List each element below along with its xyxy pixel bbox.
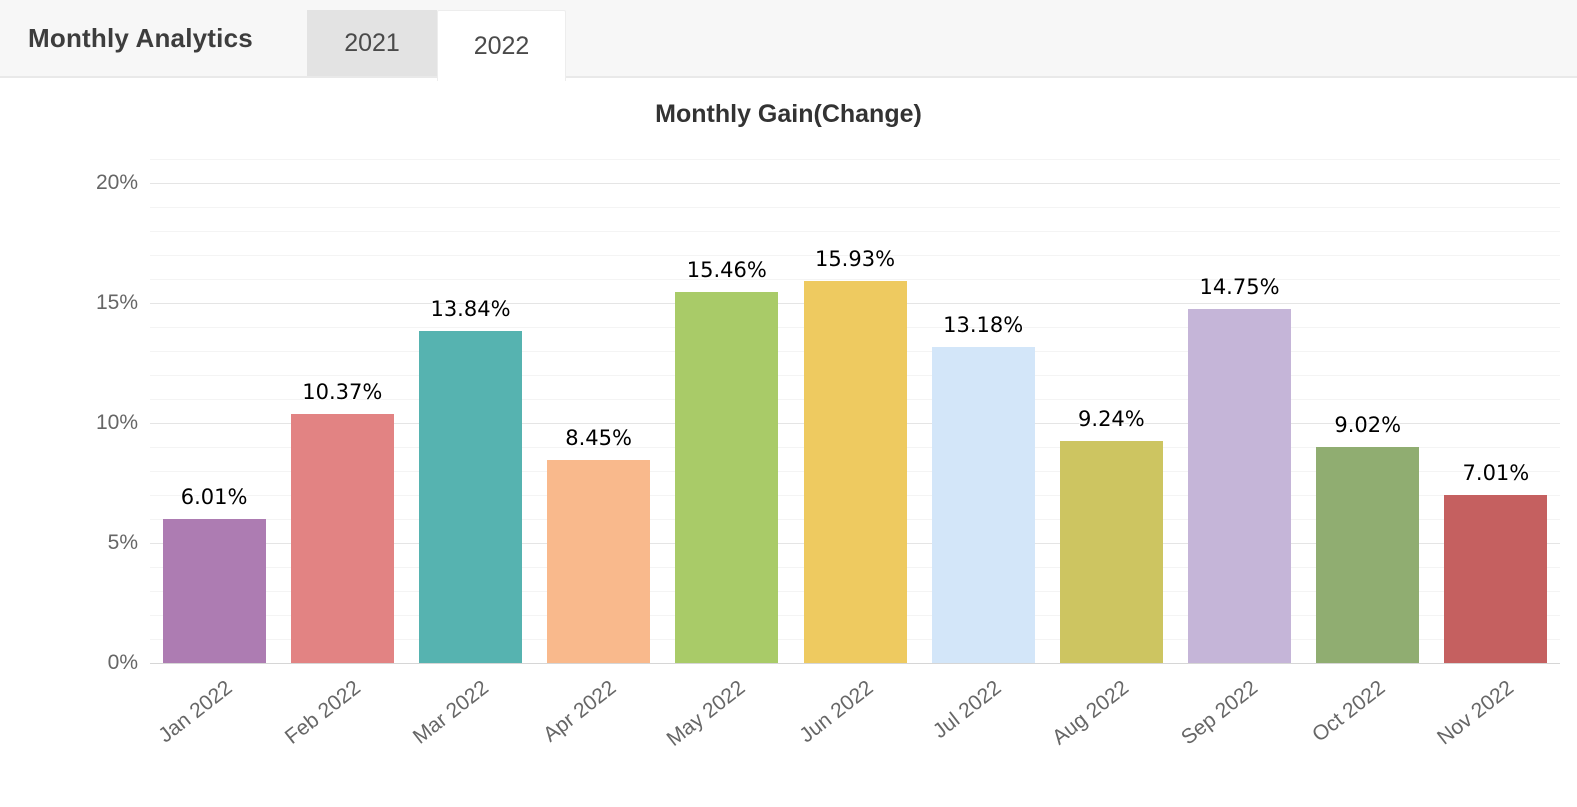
x-axis-label-apr-2022: Apr 2022 xyxy=(539,676,621,747)
bar-value-label-oct-2022: 9.02% xyxy=(1334,412,1402,437)
page-title: Monthly Analytics xyxy=(28,22,253,53)
x-axis-label-jul-2022: Jul 2022 xyxy=(928,676,1006,744)
bar-sep-2022[interactable] xyxy=(1188,309,1291,663)
gridline-minor-21pct xyxy=(150,159,1560,160)
bar-feb-2022[interactable] xyxy=(290,414,394,663)
x-axis-label-feb-2022: Feb 2022 xyxy=(280,676,365,749)
bar-aug-2022[interactable] xyxy=(1059,441,1163,663)
y-axis-label-15pct: 15% xyxy=(95,291,138,314)
y-axis-label-10pct: 10% xyxy=(95,411,138,434)
bar-value-label-aug-2022: 9.24% xyxy=(1078,407,1145,432)
x-axis-label-jun-2022: Jun 2022 xyxy=(794,676,878,748)
x-axis-label-oct-2022: Oct 2022 xyxy=(1308,676,1390,747)
bar-value-label-jun-2022: 15.93% xyxy=(814,246,896,271)
bar-value-label-sep-2022: 14.75% xyxy=(1199,275,1280,299)
x-axis-label-nov-2022: Nov 2022 xyxy=(1433,676,1519,750)
bar-may-2022[interactable] xyxy=(675,292,779,663)
x-axis-line xyxy=(150,663,1560,664)
gridline-minor-19pct xyxy=(150,207,1560,208)
x-axis-label-jan-2022: Jan 2022 xyxy=(154,676,237,748)
bar-value-label-jan-2022: 6.01% xyxy=(180,484,248,509)
x-axis-label-may-2022: May 2022 xyxy=(662,676,749,751)
chart-title: Monthly Gain(Change) xyxy=(655,100,922,128)
y-axis-label-0pct: 0% xyxy=(107,651,138,674)
bar-jul-2022[interactable] xyxy=(931,346,1035,663)
bar-value-label-mar-2022: 13.84% xyxy=(430,296,511,321)
bar-apr-2022[interactable] xyxy=(547,460,651,663)
tab-2022[interactable]: 2022 xyxy=(437,10,566,81)
y-axis-label-20pct: 20% xyxy=(95,171,138,194)
y-axis-label-5pct: 5% xyxy=(107,531,138,554)
gridline-minor-18pct xyxy=(150,231,1560,232)
bar-value-label-feb-2022: 10.37% xyxy=(302,380,383,405)
bar-jun-2022[interactable] xyxy=(803,280,907,663)
x-axis-label-aug-2022: Aug 2022 xyxy=(1048,676,1134,750)
bar-nov-2022[interactable] xyxy=(1444,494,1548,663)
bar-value-label-apr-2022: 8.45% xyxy=(565,426,632,451)
bar-jan-2022[interactable] xyxy=(162,518,266,663)
bar-value-label-may-2022: 15.46% xyxy=(686,258,767,282)
gridline-minor-17pct xyxy=(150,255,1560,256)
header: Monthly Analytics xyxy=(0,0,1577,78)
bar-oct-2022[interactable] xyxy=(1316,446,1420,663)
bar-mar-2022[interactable] xyxy=(419,330,522,663)
gridline-major-20pct xyxy=(150,183,1560,184)
gridline-minor-16pct xyxy=(150,279,1560,280)
tab-2021[interactable]: 2021 xyxy=(307,10,437,76)
bar-value-label-jul-2022: 13.18% xyxy=(943,312,1024,337)
x-axis-label-mar-2022: Mar 2022 xyxy=(408,676,493,749)
bar-value-label-nov-2022: 7.01% xyxy=(1462,460,1530,485)
x-axis-label-sep-2022: Sep 2022 xyxy=(1176,676,1262,750)
